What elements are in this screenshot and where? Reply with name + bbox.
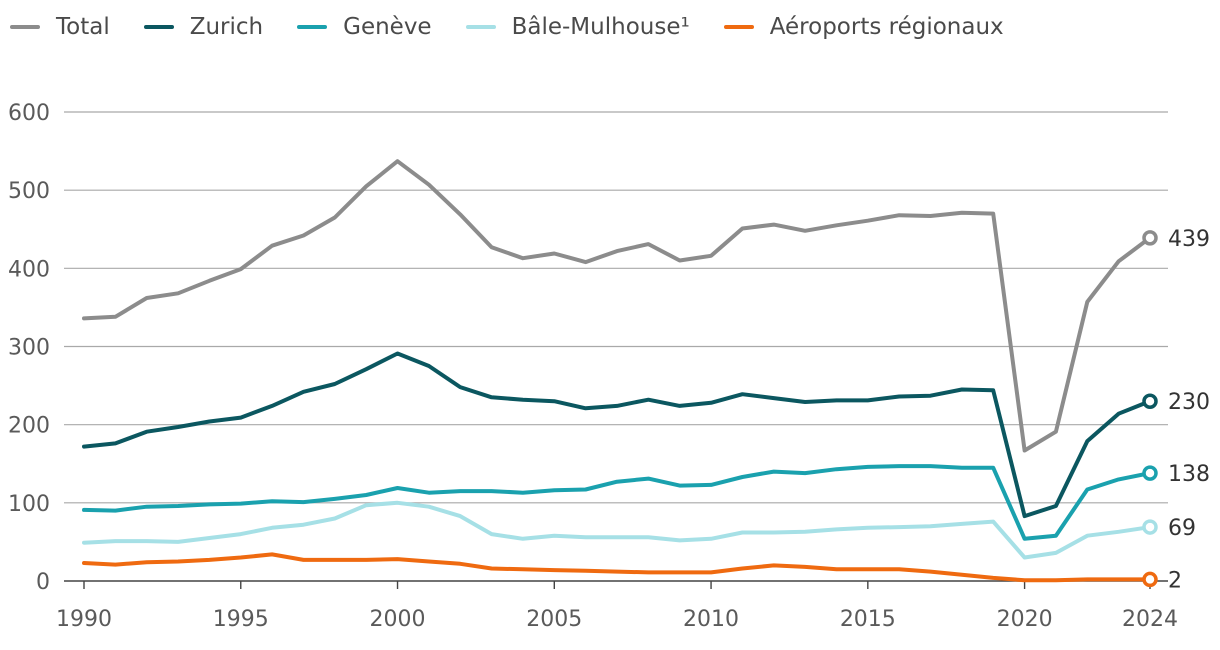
series-line-0 xyxy=(82,159,1152,453)
end-point-marker-3 xyxy=(1142,519,1158,535)
y-tick-label: 0 xyxy=(36,570,50,595)
legend-label: Genève xyxy=(343,14,432,40)
end-value-label-0: 439 xyxy=(1168,227,1210,252)
end-value-label-4: 2 xyxy=(1168,568,1182,593)
legend-item-bale-mulhouse: Bâle-Mulhouse¹ xyxy=(465,14,690,40)
series-line-4 xyxy=(82,552,1152,583)
y-tick-label: 100 xyxy=(8,492,50,517)
end-point-marker-4 xyxy=(1142,571,1158,588)
legend-swatch xyxy=(143,25,174,29)
x-tick-label: 2024 xyxy=(1122,607,1178,632)
y-tick-label: 400 xyxy=(8,257,50,282)
legend-item-geneve: Genève xyxy=(297,14,432,40)
legend-item-total: Total xyxy=(10,14,110,40)
y-tick-label: 500 xyxy=(8,179,50,204)
x-tick-label: 1995 xyxy=(213,607,269,632)
legend-item-zurich: Zurich xyxy=(143,14,264,40)
legend-item-aeroports-regionaux: Aéroports régionaux xyxy=(723,14,1004,40)
x-tick-label: 2005 xyxy=(526,607,582,632)
marker-layer: 439 230 138 69 2 xyxy=(1142,227,1210,593)
axis-layer: 0 100 200 300 400 500 600 1990 1995 2000 2005 2010 2… xyxy=(8,101,1178,632)
end-point-marker-0 xyxy=(1142,230,1158,246)
y-tick-label: 200 xyxy=(8,414,50,439)
legend: Total Zurich Genève Bâle-Mulhouse¹ Aérop… xyxy=(10,14,1038,40)
legend-swatch xyxy=(465,25,496,29)
legend-label: Total xyxy=(56,14,110,40)
series-line-3 xyxy=(82,500,1152,560)
end-value-label-1: 230 xyxy=(1168,390,1210,415)
end-point-marker-1 xyxy=(1142,393,1158,409)
legend-label: Aéroports régionaux xyxy=(769,14,1004,40)
x-tick-label: 2020 xyxy=(997,607,1053,632)
series-layer xyxy=(82,159,1152,583)
end-point-marker-2 xyxy=(1142,465,1158,481)
legend-label: Bâle-Mulhouse¹ xyxy=(511,14,690,40)
end-value-label-2: 138 xyxy=(1168,462,1210,487)
legend-swatch xyxy=(297,25,328,29)
legend-label: Zurich xyxy=(189,14,264,40)
legend-swatch xyxy=(10,25,40,29)
x-tick-label: 2015 xyxy=(840,607,896,632)
x-tick-label: 2010 xyxy=(683,607,739,632)
x-tick-label: 1990 xyxy=(56,607,112,632)
y-tick-label: 300 xyxy=(8,336,50,361)
series-line-2 xyxy=(82,464,1152,541)
grid-layer xyxy=(64,111,1168,582)
series-line-1 xyxy=(82,351,1152,519)
legend-swatch xyxy=(723,25,754,29)
x-tick-label: 2000 xyxy=(370,607,426,632)
y-tick-label: 600 xyxy=(8,101,50,126)
end-value-label-3: 69 xyxy=(1168,516,1196,541)
